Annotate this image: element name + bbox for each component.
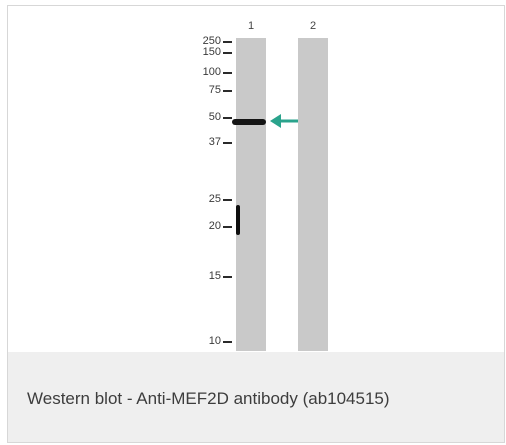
marker-tick	[223, 116, 232, 119]
lane-number-1: 1	[248, 20, 255, 32]
marker-tick	[223, 225, 232, 228]
marker-label: 10	[208, 335, 221, 347]
marker-label: 100	[202, 66, 221, 78]
marker-label: 25	[208, 193, 221, 205]
lane-2	[298, 38, 328, 351]
marker-label: 50	[208, 111, 221, 123]
marker-37: 37	[194, 137, 232, 148]
protein-band-lower	[236, 205, 240, 235]
marker-50: 50	[194, 112, 232, 123]
marker-tick	[223, 198, 232, 201]
marker-label: 37	[208, 136, 221, 148]
marker-75: 75	[194, 85, 232, 96]
marker-label: 15	[208, 270, 221, 282]
marker-tick	[223, 71, 232, 74]
marker-15: 15	[194, 271, 232, 282]
marker-label: 75	[208, 84, 221, 96]
marker-tick	[223, 275, 232, 278]
marker-tick	[223, 340, 232, 343]
marker-150: 150	[194, 47, 232, 58]
marker-20: 20	[194, 221, 232, 232]
protein-band-50kda	[232, 119, 266, 125]
marker-25: 25	[194, 194, 232, 205]
marker-10: 10	[194, 336, 232, 347]
arrow-head	[270, 114, 281, 128]
marker-label: 20	[208, 220, 221, 232]
lane-1	[236, 38, 266, 351]
marker-label: 250	[202, 35, 221, 47]
marker-tick	[223, 141, 232, 144]
figure-caption: Western blot - Anti-MEF2D antibody (ab10…	[27, 389, 390, 408]
band-arrow-icon	[270, 114, 298, 128]
marker-tick	[223, 51, 232, 54]
figure-card: 1 2 250 150 100 75 50 37 25 20 15	[7, 5, 505, 443]
marker-100: 100	[194, 67, 232, 78]
caption-area: Western blot - Anti-MEF2D antibody (ab10…	[8, 352, 504, 442]
marker-label: 150	[202, 46, 221, 58]
marker-tick	[223, 89, 232, 92]
marker-250: 250	[194, 36, 232, 47]
western-blot-image: 1 2 250 150 100 75 50 37 25 20 15	[8, 6, 504, 351]
lane-number-2: 2	[310, 20, 317, 32]
marker-tick	[223, 40, 232, 43]
